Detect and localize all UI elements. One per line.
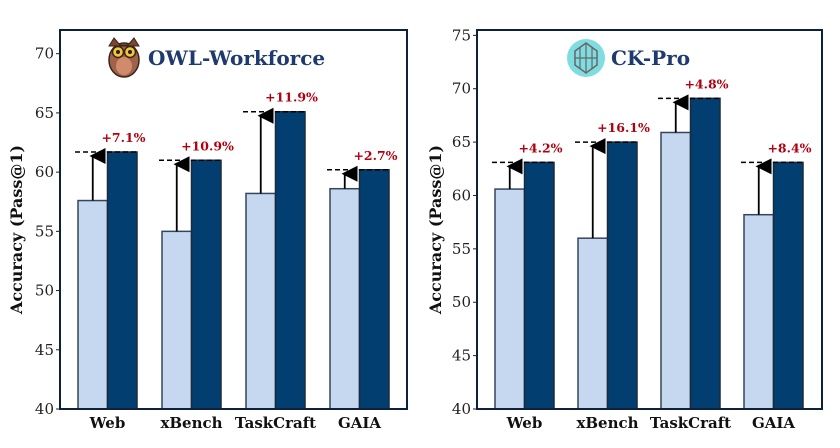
y-axis-label: Accuracy (Pass@1) — [426, 145, 445, 315]
bar-improved-GAIA — [772, 161, 804, 410]
y-tick-label: 45 — [35, 341, 54, 359]
bar-baseline-xBench — [577, 237, 609, 410]
x-tick-label: GAIA — [338, 414, 381, 432]
bar-baseline-GAIA — [743, 213, 775, 410]
y-tick-label: 60 — [452, 186, 471, 204]
y-tick-label: 50 — [452, 293, 471, 311]
owl-icon — [108, 37, 140, 78]
bar-baseline-TaskCraft — [660, 131, 692, 410]
x-tick-label: Web — [89, 414, 126, 432]
bar-improved-xBench — [606, 141, 638, 410]
y-tick-label: 55 — [35, 222, 54, 240]
chart-title: OWL-Workforce — [148, 46, 325, 70]
gain-label: +16.1% — [597, 120, 650, 135]
gain-label: +10.9% — [181, 138, 234, 153]
bar-baseline-Web — [494, 188, 526, 410]
plot-border — [59, 29, 408, 410]
gain-label: +8.4% — [767, 140, 811, 155]
x-tick-label: xBench — [576, 414, 638, 432]
bar-improved-TaskCraft — [689, 97, 721, 410]
bar-improved-TaskCraft — [274, 110, 306, 410]
gain-label: +11.9% — [265, 90, 318, 105]
x-tick-label: TaskCraft — [235, 414, 316, 432]
bar-baseline-GAIA — [329, 187, 361, 410]
chart-2: 40 45 50 55 60 65 70 75 Accuracy (Pass@1) +4.2% We… — [426, 26, 823, 432]
bar-improved-Web — [523, 161, 555, 410]
ck-pro-icon — [567, 39, 605, 77]
chart-title: CK-Pro — [611, 46, 690, 70]
bar-baseline-xBench — [161, 230, 193, 410]
y-tick-label: 40 — [35, 400, 54, 418]
y-tick-label: 60 — [35, 163, 54, 181]
chart-1: 40 45 50 55 60 65 70 Accuracy (Pass@1) +7.1% Web +… — [7, 29, 408, 432]
y-axis-label: Accuracy (Pass@1) — [7, 145, 26, 315]
gain-label: +2.7% — [353, 148, 397, 163]
gain-label: +4.8% — [684, 76, 728, 91]
y-tick-label: 40 — [452, 400, 471, 418]
y-tick-label: 65 — [35, 104, 54, 122]
y-tick-label: 75 — [452, 26, 471, 44]
y-tick-label: 70 — [452, 80, 471, 98]
x-tick-label: Web — [506, 414, 543, 432]
y-tick-label: 70 — [35, 45, 54, 63]
gain-label: +7.1% — [101, 130, 145, 145]
bar-baseline-Web — [77, 199, 109, 410]
bar-improved-xBench — [190, 159, 222, 410]
bar-baseline-TaskCraft — [245, 192, 277, 410]
gain-label: +4.2% — [518, 140, 562, 155]
bar-improved-GAIA — [358, 169, 390, 410]
x-tick-label: GAIA — [752, 414, 795, 432]
plot-border — [476, 29, 823, 410]
y-tick-label: 45 — [452, 347, 471, 365]
bar-improved-Web — [106, 151, 138, 410]
x-tick-label: xBench — [160, 414, 222, 432]
y-tick-label: 55 — [452, 240, 471, 258]
y-tick-label: 50 — [35, 282, 54, 300]
y-tick-label: 65 — [452, 133, 471, 151]
x-tick-label: TaskCraft — [650, 414, 731, 432]
